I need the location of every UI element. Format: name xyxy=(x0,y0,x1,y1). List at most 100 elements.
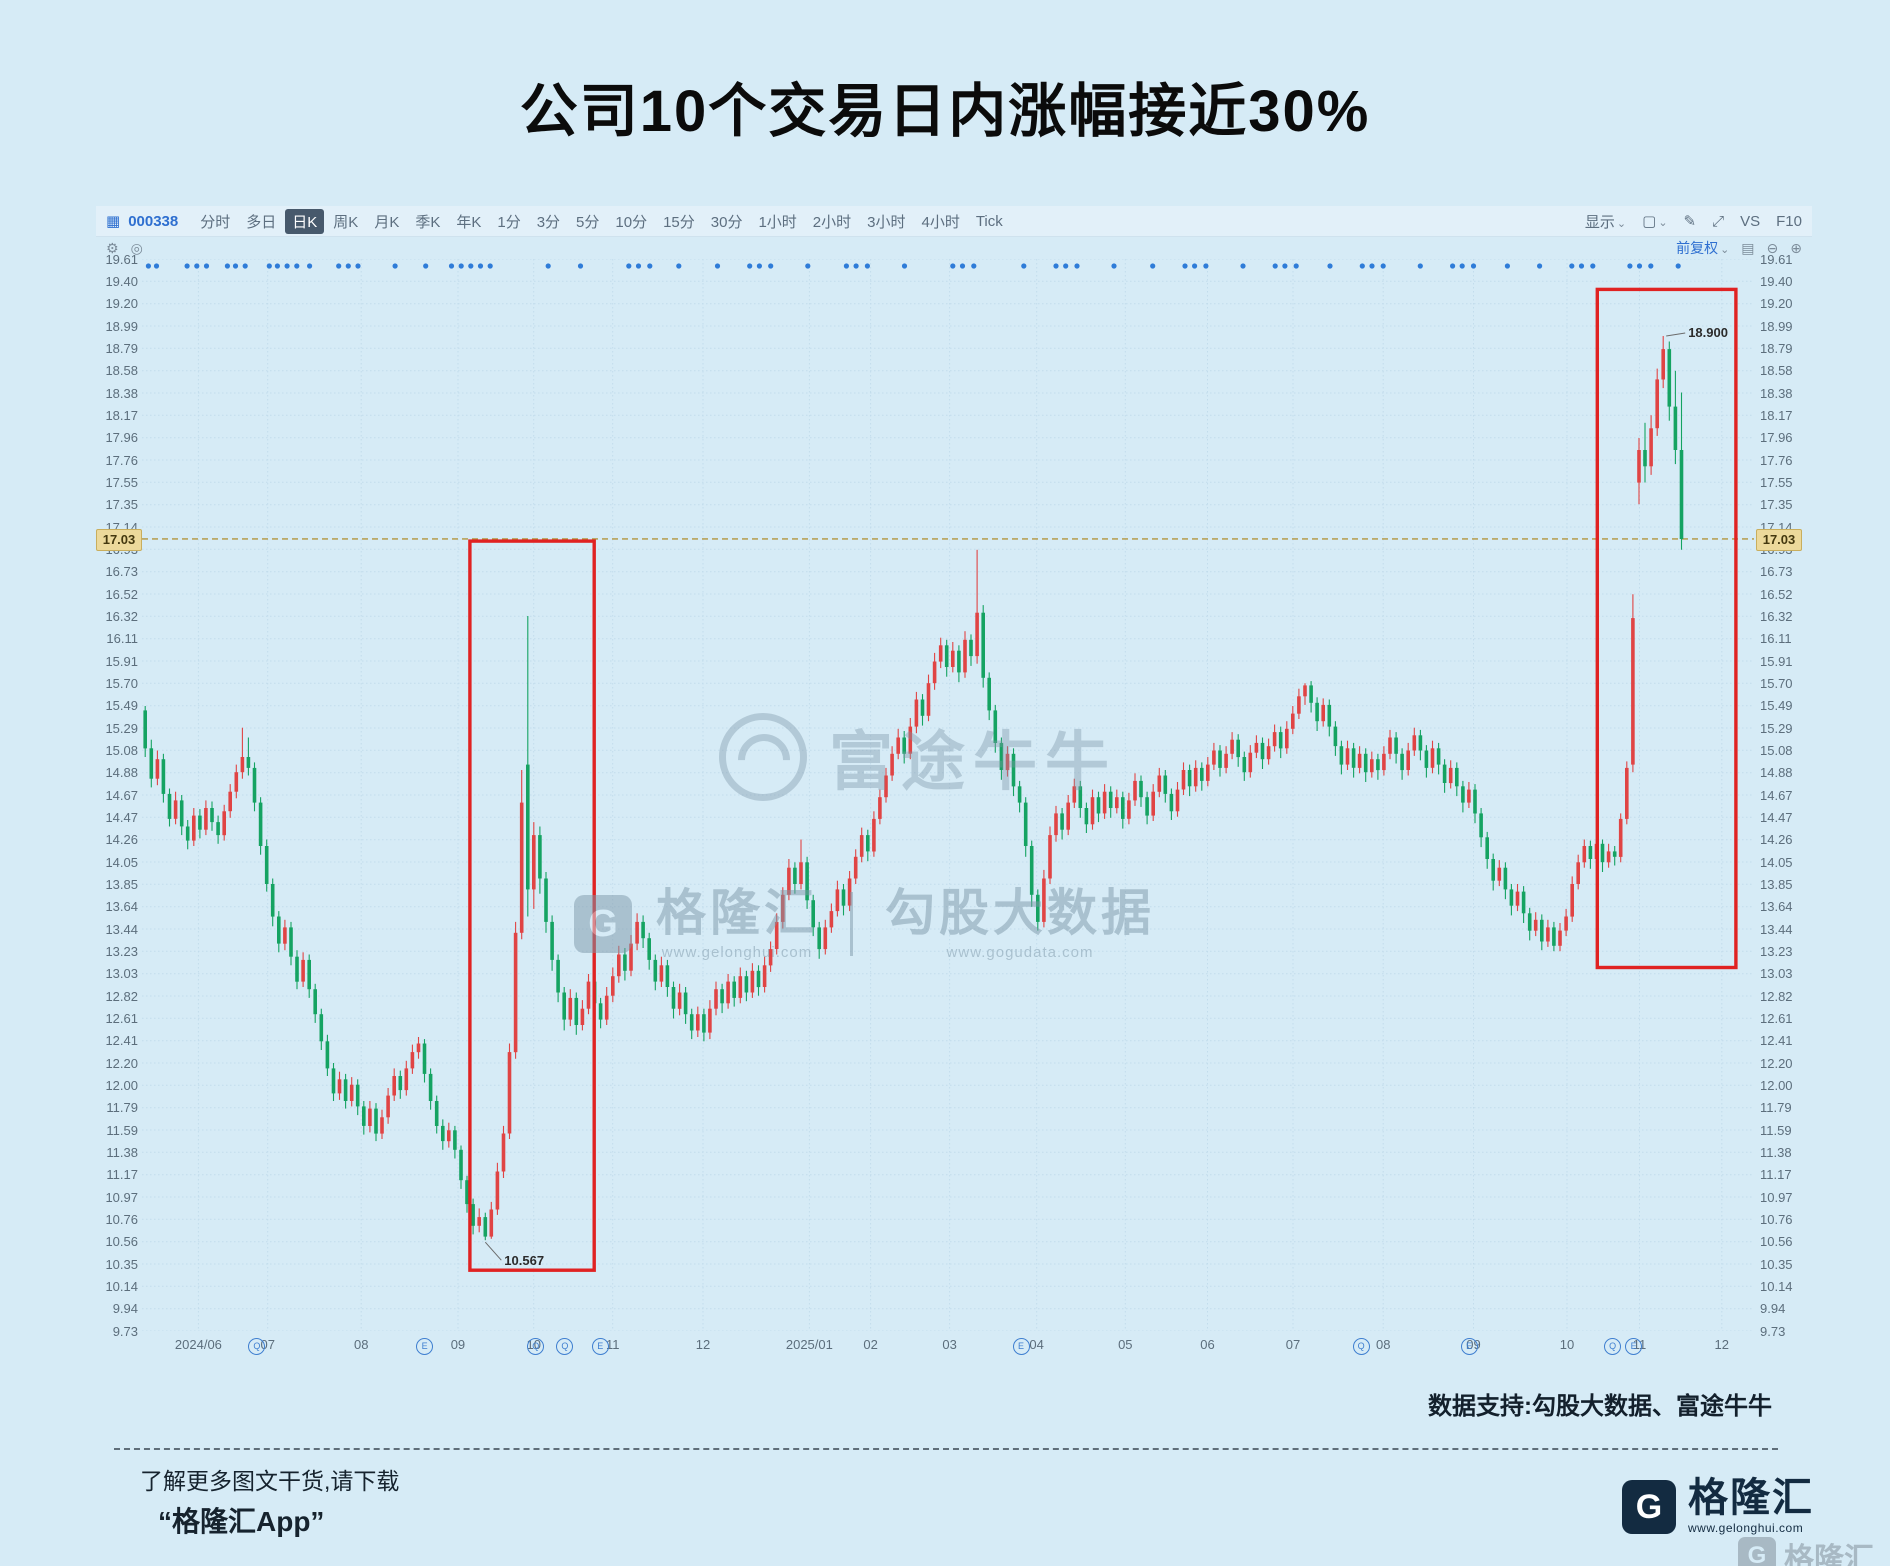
price-axis-label: 16.32 xyxy=(1760,608,1793,624)
date-axis-label: 03 xyxy=(942,1337,957,1352)
corporate-action-marker[interactable]: Q xyxy=(527,1338,545,1355)
price-axis-label: 10.56 xyxy=(1760,1234,1793,1250)
timeframe-tab-30分[interactable]: 30分 xyxy=(710,213,743,231)
price-axis-label: 15.70 xyxy=(105,675,138,691)
price-axis-label: 18.17 xyxy=(105,407,138,423)
trading-app-window: ▦ 000338 分时 多日 日K 周K 月K 季K 年K 1分 3分 5分 10分 15分 30分 1小… xyxy=(96,206,1812,1364)
timeframe-tab-4小时[interactable]: 4小时 xyxy=(921,213,960,231)
timeframe-tab-年K[interactable]: 年K xyxy=(456,213,482,231)
timeframe-tab-季K[interactable]: 季K xyxy=(415,213,441,231)
price-axis-label: 11.17 xyxy=(1760,1167,1792,1183)
price-axis-label: 11.17 xyxy=(106,1167,138,1183)
timeframe-tab-月K[interactable]: 月K xyxy=(374,213,400,231)
price-axis-label: 17.55 xyxy=(1760,474,1793,490)
price-axis-label: 15.91 xyxy=(1760,653,1793,669)
price-axis-label: 10.76 xyxy=(1760,1211,1793,1227)
display-dropdown[interactable]: 显示 ⌄ xyxy=(1584,213,1627,231)
last-price-badge-left: 17.03 xyxy=(96,528,142,551)
chart-type-icon: ▢ xyxy=(1642,213,1657,230)
corporate-action-marker[interactable]: Q xyxy=(556,1338,574,1355)
price-axis-label: 12.41 xyxy=(1760,1033,1793,1049)
timeframe-tab-周K[interactable]: 周K xyxy=(333,213,359,231)
date-axis-label: 07 xyxy=(1285,1337,1301,1352)
timeframe-tab-Tick[interactable]: Tick xyxy=(975,212,1003,230)
brand-name: 格隆汇 xyxy=(1688,1476,1814,1520)
chevron-down-icon: ⌄ xyxy=(1616,217,1627,230)
price-axis-label: 15.49 xyxy=(1760,698,1793,714)
price-axis-label: 16.11 xyxy=(1760,631,1792,647)
toolbar-right-group: 显示 ⌄ ▢ ⌄ ✎ ⤢ VS F10 xyxy=(1585,211,1802,232)
price-axis-label: 14.47 xyxy=(1760,809,1793,825)
corporate-action-marker[interactable]: Q xyxy=(1352,1338,1370,1355)
timeframe-tab-3分[interactable]: 3分 xyxy=(536,213,561,231)
corporate-action-marker[interactable]: E xyxy=(1012,1338,1030,1355)
timeframe-tab-5分[interactable]: 5分 xyxy=(576,213,600,231)
price-axis-label: 14.26 xyxy=(1760,832,1793,848)
chevron-down-icon: ⌄ xyxy=(1658,217,1668,229)
price-axis-label: 9.73 xyxy=(112,1323,138,1339)
timeframe-tab-多日[interactable]: 多日 xyxy=(246,213,277,231)
corporate-action-marker[interactable]: E xyxy=(1460,1338,1478,1355)
corporate-action-marker[interactable]: Q xyxy=(248,1338,266,1355)
candlestick-plot[interactable]: 10.567 18.900 xyxy=(142,259,1754,1331)
date-axis-label: 05 xyxy=(1118,1337,1133,1352)
price-axis-label: 16.52 xyxy=(105,586,138,602)
price-axis-label: 12.61 xyxy=(105,1010,138,1026)
fullscreen-icon[interactable]: ⤢ xyxy=(1712,212,1725,230)
price-axis-label: 12.61 xyxy=(1760,1010,1793,1026)
timeframe-tab-2小时[interactable]: 2小时 xyxy=(812,213,852,231)
corporate-action-marker[interactable]: E xyxy=(416,1338,434,1355)
timeframe-tab-分时[interactable]: 分时 xyxy=(200,213,231,231)
price-axis-label: 11.38 xyxy=(1760,1144,1792,1160)
settings-gear-icon[interactable]: ⚙ xyxy=(106,239,119,256)
f10-button[interactable]: F10 xyxy=(1776,212,1802,230)
timeframe-tab-1小时[interactable]: 1小时 xyxy=(758,213,797,231)
draw-tool-icon[interactable]: ✎ xyxy=(1683,213,1697,230)
corporate-action-marker[interactable]: E xyxy=(1625,1338,1643,1355)
price-axis-label: 12.20 xyxy=(1760,1055,1793,1071)
timeframe-tab-15分[interactable]: 15分 xyxy=(663,213,695,231)
price-axis-label: 18.79 xyxy=(105,340,138,356)
brand-url: www.gelonghui.com xyxy=(1688,1521,1804,1535)
date-axis-label: 02 xyxy=(863,1337,878,1352)
price-axis-label: 17.76 xyxy=(1760,452,1793,468)
subtoolbar-right-group: 前复权 ⌄ ▤ ⊖ ⊕ xyxy=(1676,238,1802,258)
price-axis-label: 13.03 xyxy=(1760,966,1793,982)
svg-text:10.567: 10.567 xyxy=(504,1253,544,1268)
date-axis-label: 10 xyxy=(1559,1337,1575,1352)
price-axis-label: 13.64 xyxy=(105,899,138,915)
stock-symbol[interactable]: 000338 xyxy=(128,212,179,230)
brand-text-block: 格隆汇 www.gelonghui.com xyxy=(1688,1478,1814,1535)
chart-type-dropdown[interactable]: ▢ ⌄ xyxy=(1642,212,1667,230)
corporate-action-marker[interactable]: E xyxy=(591,1338,609,1355)
price-axis-label: 15.70 xyxy=(1760,675,1793,691)
date-axis-label: 09 xyxy=(450,1337,466,1352)
candlestick-canvas[interactable]: 10.567 18.900 xyxy=(142,259,1754,1331)
corner-brand-logo: G xyxy=(1738,1537,1776,1566)
timeframe-tab-1分[interactable]: 1分 xyxy=(497,213,521,231)
price-axis-label: 16.73 xyxy=(1760,564,1793,580)
timeframe-tab-3小时[interactable]: 3小时 xyxy=(867,213,906,231)
price-axis-label: 13.03 xyxy=(105,966,138,982)
corporate-action-marker[interactable]: Q xyxy=(1604,1338,1622,1355)
price-axis-label: 11.59 xyxy=(106,1122,138,1138)
page-title: 公司10个交易日内涨幅接近30% xyxy=(519,79,1371,144)
zoom-in-icon[interactable]: ⊕ xyxy=(1790,239,1802,256)
chevron-down-icon: ⌄ xyxy=(1720,244,1730,256)
record-icon[interactable]: ◎ xyxy=(130,239,143,256)
price-axis-label: 10.97 xyxy=(105,1189,138,1205)
price-axis-label: 13.44 xyxy=(1760,921,1793,937)
footer-line2: “格隆汇App” xyxy=(158,1506,325,1537)
price-axis-label: 13.85 xyxy=(105,876,138,892)
adjust-mode-dropdown[interactable]: 前复权 ⌄ xyxy=(1676,240,1730,256)
zoom-out-icon[interactable]: ⊖ xyxy=(1766,239,1779,256)
price-axis-label: 17.76 xyxy=(105,452,138,468)
date-axis-label: 08 xyxy=(1376,1337,1391,1352)
price-axis-label: 17.35 xyxy=(105,497,138,513)
timeframe-tab-10分[interactable]: 10分 xyxy=(615,213,648,231)
indicator-layers-icon[interactable]: ▤ xyxy=(1741,239,1755,256)
price-axis-label: 19.61 xyxy=(105,251,138,267)
timeframe-tab-日K[interactable]: 日K xyxy=(285,208,325,234)
price-axis-label: 17.96 xyxy=(1760,430,1793,446)
vs-compare-button[interactable]: VS xyxy=(1740,212,1761,230)
